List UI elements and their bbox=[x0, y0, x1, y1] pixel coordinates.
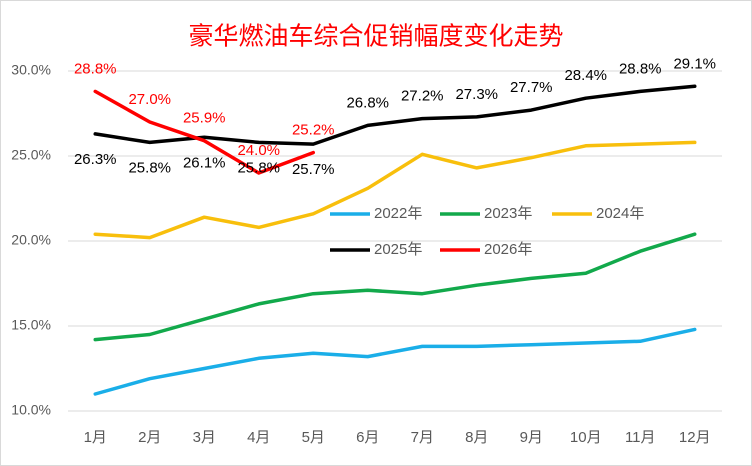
x-tick-label: 8月 bbox=[465, 429, 488, 446]
data-label: 27.2% bbox=[401, 88, 444, 105]
x-tick-label: 2月 bbox=[138, 429, 161, 446]
legend-label: 2025年 bbox=[374, 241, 422, 258]
data-label: 29.1% bbox=[673, 55, 716, 72]
x-tick-label: 12月 bbox=[679, 429, 711, 446]
x-tick-label: 7月 bbox=[411, 429, 434, 446]
data-label: 27.3% bbox=[455, 86, 498, 103]
data-label: 25.9% bbox=[183, 110, 226, 127]
legend-label: 2024年 bbox=[596, 205, 644, 222]
data-label: 25.8% bbox=[237, 159, 280, 176]
data-label: 28.8% bbox=[619, 60, 662, 77]
data-label: 25.7% bbox=[292, 161, 335, 178]
y-tick-label: 10.0% bbox=[11, 402, 51, 418]
data-label: 26.3% bbox=[74, 151, 117, 168]
series-line bbox=[93, 140, 697, 240]
data-label: 26.1% bbox=[183, 154, 226, 171]
x-tick-label: 1月 bbox=[84, 429, 107, 446]
legend-label: 2026年 bbox=[484, 241, 532, 258]
chart-title: 豪华燃油车综合促销幅度变化走势 bbox=[188, 23, 563, 51]
y-tick-label: 30.0% bbox=[11, 62, 51, 78]
data-label: 28.8% bbox=[74, 60, 117, 77]
data-label: 28.4% bbox=[564, 67, 607, 84]
data-label: 25.8% bbox=[128, 159, 171, 176]
series-line bbox=[93, 232, 697, 342]
y-tick-label: 25.0% bbox=[11, 147, 51, 163]
x-tick-label: 5月 bbox=[302, 429, 325, 446]
x-tick-label: 3月 bbox=[193, 429, 216, 446]
data-label: 27.7% bbox=[510, 79, 553, 96]
data-label: 24.0% bbox=[237, 142, 280, 159]
data-label: 26.8% bbox=[346, 94, 389, 111]
legend-label: 2023年 bbox=[484, 205, 532, 222]
legend-label: 2022年 bbox=[374, 205, 422, 222]
data-label: 27.0% bbox=[128, 91, 171, 108]
data-label: 25.2% bbox=[292, 122, 335, 139]
x-tick-label: 6月 bbox=[356, 429, 379, 446]
x-tick-label: 4月 bbox=[247, 429, 270, 446]
y-tick-label: 15.0% bbox=[11, 317, 51, 333]
y-tick-label: 20.0% bbox=[11, 232, 51, 248]
series-line bbox=[93, 327, 697, 396]
x-tick-label: 9月 bbox=[520, 429, 543, 446]
x-tick-label: 11月 bbox=[625, 429, 656, 446]
series-line bbox=[93, 89, 315, 175]
x-tick-label: 10月 bbox=[570, 429, 602, 446]
